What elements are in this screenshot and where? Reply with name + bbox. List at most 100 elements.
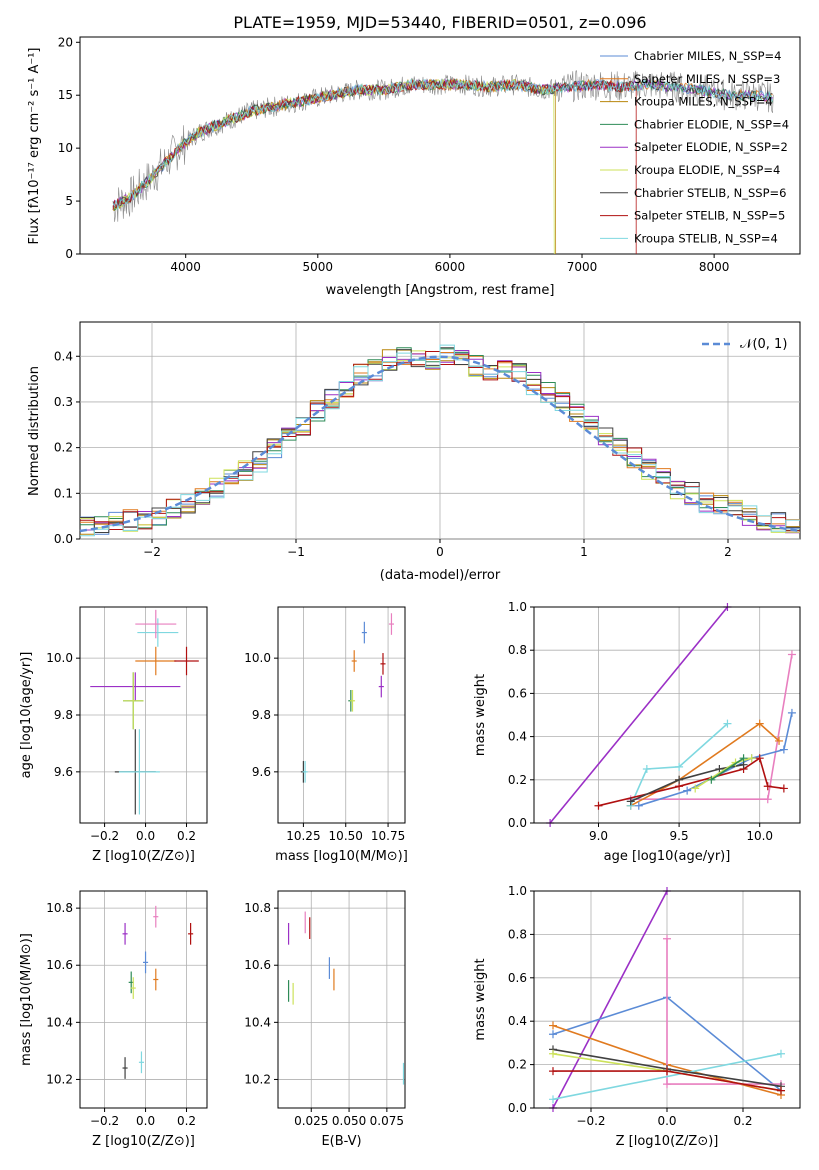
model-spectrum [112,78,773,211]
residual-histogram-panel: −2 −1 0 1 2 0.0 0.1 0.2 0.3 0.4 (data-model)/erro… [27,321,801,583]
spectrum-axes-frame [79,36,801,255]
y-tick-label: 0.1 [54,486,73,500]
y-tick-label: 0.4 [508,730,527,744]
series-marker [715,765,724,773]
y-tick-label: 1.0 [508,600,527,614]
series-marker [594,801,603,810]
series-marker [663,1067,671,1076]
series-line [629,723,729,807]
data-point [174,646,199,676]
data-point [122,1057,128,1079]
series-marker [691,784,700,793]
series-marker [675,762,684,771]
y-tick-label: 9.6 [252,765,271,779]
histogram-xlabel: (data-model)/error [380,568,501,583]
x-axis-label: Z [log10(Z/Z⊙)] [92,849,195,864]
x-tick-label: 10.25 [286,829,320,843]
axes-frame [277,890,406,1109]
series-marker [634,801,643,810]
x-tick-label: 0 [436,545,444,559]
legend-label: Chabrier ELODIE, N_SSP=4 [634,117,789,131]
y-tick-label: 10 [58,141,73,155]
data-point [378,675,384,698]
y-tick-label: 20 [58,35,73,49]
y-axis-label: age [log10(age/yr)] [19,652,34,779]
legend-label: Kroupa MILES, N_SSP=4 [634,95,773,109]
x-tick-label: 8000 [699,260,730,274]
y-tick-label: 10.4 [46,1015,73,1029]
model-spectrum [112,78,773,209]
series-marker [777,1086,785,1095]
data-point [349,689,356,712]
mass-vs-z-panel: −0.2 0.0 0.2 10.2 10.4 10.6 10.8 Z [log10(Z/Z⊙)… [19,890,208,1149]
data-point [138,1051,144,1074]
series-marker [549,1067,557,1076]
y-tick-label: 0.8 [508,927,527,941]
y-tick-label: 0.2 [508,1058,527,1072]
data-point [153,905,159,928]
x-tick-label: 1 [580,545,588,559]
data-point [137,618,179,647]
x-tick-label: 0.2 [733,1114,752,1128]
legend-label: Chabrier STELIB, N_SSP=6 [634,186,786,200]
x-tick-label: 0.2 [177,1114,196,1128]
x-tick-label: −0.2 [576,1114,605,1128]
data-point [302,761,308,783]
axes-frame [79,890,208,1109]
series-line [549,606,729,824]
histogram-ticks: −2 −1 0 1 2 0.0 0.1 0.2 0.3 0.4 [54,349,732,559]
x-axis-label: mass [log10(M/M⊙)] [275,849,408,864]
y-tick-label: 9.8 [252,708,271,722]
y-tick-label: 0.6 [508,971,527,985]
series-marker [549,1049,557,1058]
data-point [90,672,181,701]
y-tick-label: 0.2 [508,773,527,787]
series-marker [739,754,748,763]
series-marker [663,934,671,943]
histogram-legend-label: 𝒩(0, 1) [740,337,787,352]
series-marker [549,1095,557,1104]
y-tick-label: 10.2 [46,1072,73,1086]
y-tick-label: 5 [65,194,73,208]
y-tick-label: 10.6 [244,958,271,972]
x-tick-label: −1 [287,545,305,559]
model-spectrum [112,77,637,254]
age-vs-z-panel: −0.2 0.0 0.2 9.6 9.8 10.0 Z [log10(Z/Z⊙)] age [… [19,606,208,864]
x-tick-label: −0.2 [90,1114,119,1128]
series-marker [777,1049,785,1058]
x-axis-label: age [log10(age/yr)] [604,849,731,864]
x-tick-label: 10.0 [746,829,773,843]
legend-label: Kroupa STELIB, N_SSP=4 [634,231,778,245]
x-tick-label: 9.0 [589,829,608,843]
massweight-vs-age-panel: 9.0 9.5 10.0 0.0 0.2 0.4 0.6 0.8 1.0 age [log10(a… [473,600,801,864]
series-marker [779,745,788,754]
series-marker [642,765,651,773]
data-point [123,672,144,730]
x-tick-label: 7000 [567,260,598,274]
normal-curve [79,355,801,533]
age-vs-mass-panel: 10.25 10.50 10.75 9.6 9.8 10.0 mass [log10(M/M… [244,606,408,864]
legend-label: Salpeter ELODIE, N_SSP=2 [634,140,788,154]
data-point [130,977,136,999]
x-tick-label: 5000 [303,260,334,274]
series-marker [755,754,764,763]
legend-label: Salpeter MILES, N_SSP=3 [634,72,780,86]
model-spectrum [112,78,557,255]
y-tick-label: 10.6 [46,958,73,972]
x-tick-label: 0.2 [177,829,196,843]
y-tick-label: 0.4 [508,1014,527,1028]
data-point [118,729,160,815]
y-tick-label: 9.8 [54,708,73,722]
y-tick-label: 0.8 [508,643,527,657]
series-marker [763,782,772,791]
y-tick-label: 1.0 [508,884,527,898]
series-marker [549,1021,557,1030]
data-point [135,609,177,639]
y-tick-label: 0.2 [54,441,73,455]
data-point [188,922,194,945]
series-marker [775,736,784,745]
series-marker [763,795,772,804]
axes-frame [533,606,801,824]
y-tick-label: 0.0 [508,816,527,830]
